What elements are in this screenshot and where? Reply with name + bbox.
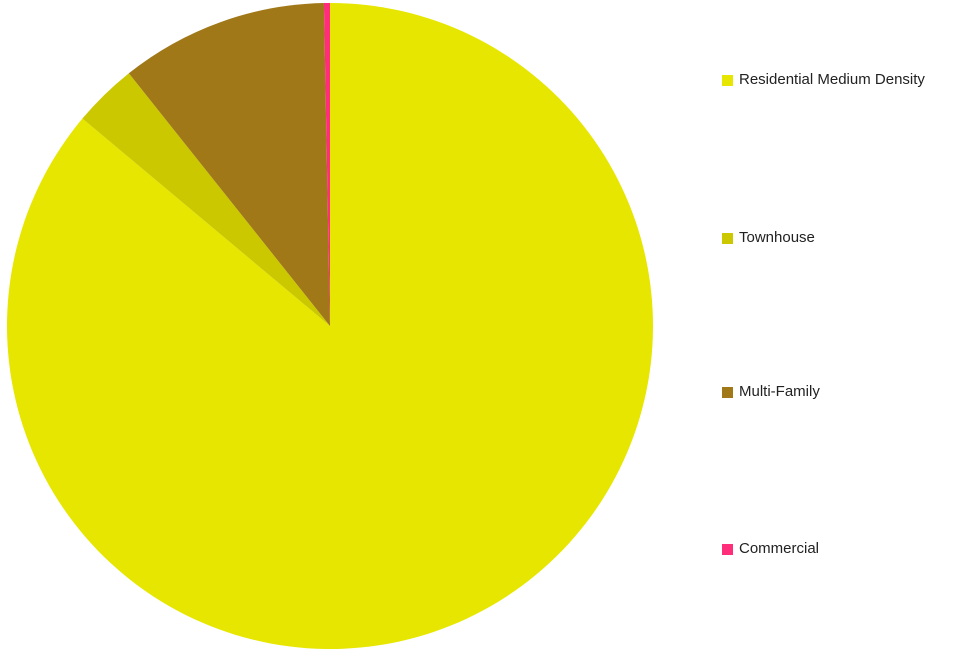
legend-item-townhouse: Townhouse <box>722 230 815 246</box>
legend-swatch <box>722 543 733 555</box>
legend-label: Residential Medium Density <box>739 71 925 88</box>
legend-label: Commercial <box>739 540 820 557</box>
legend-item-multi-family: Multi-Family <box>722 384 820 400</box>
pie-slice-townhouse <box>82 73 330 326</box>
legend-item-residential-medium-density: Residential Medium Density <box>722 72 925 88</box>
legend-label: Townhouse <box>739 229 815 246</box>
legend-swatch <box>722 386 733 398</box>
legend-label: Multi-Family <box>739 383 820 400</box>
pie-slice-commercial <box>323 3 330 326</box>
legend-swatch <box>722 74 733 86</box>
legend-item-commercial: Commercial <box>722 541 819 557</box>
legend-swatch <box>722 232 733 244</box>
pie-slice-residential-medium-density <box>6 3 653 649</box>
pie-slice-multi-family <box>128 3 330 327</box>
